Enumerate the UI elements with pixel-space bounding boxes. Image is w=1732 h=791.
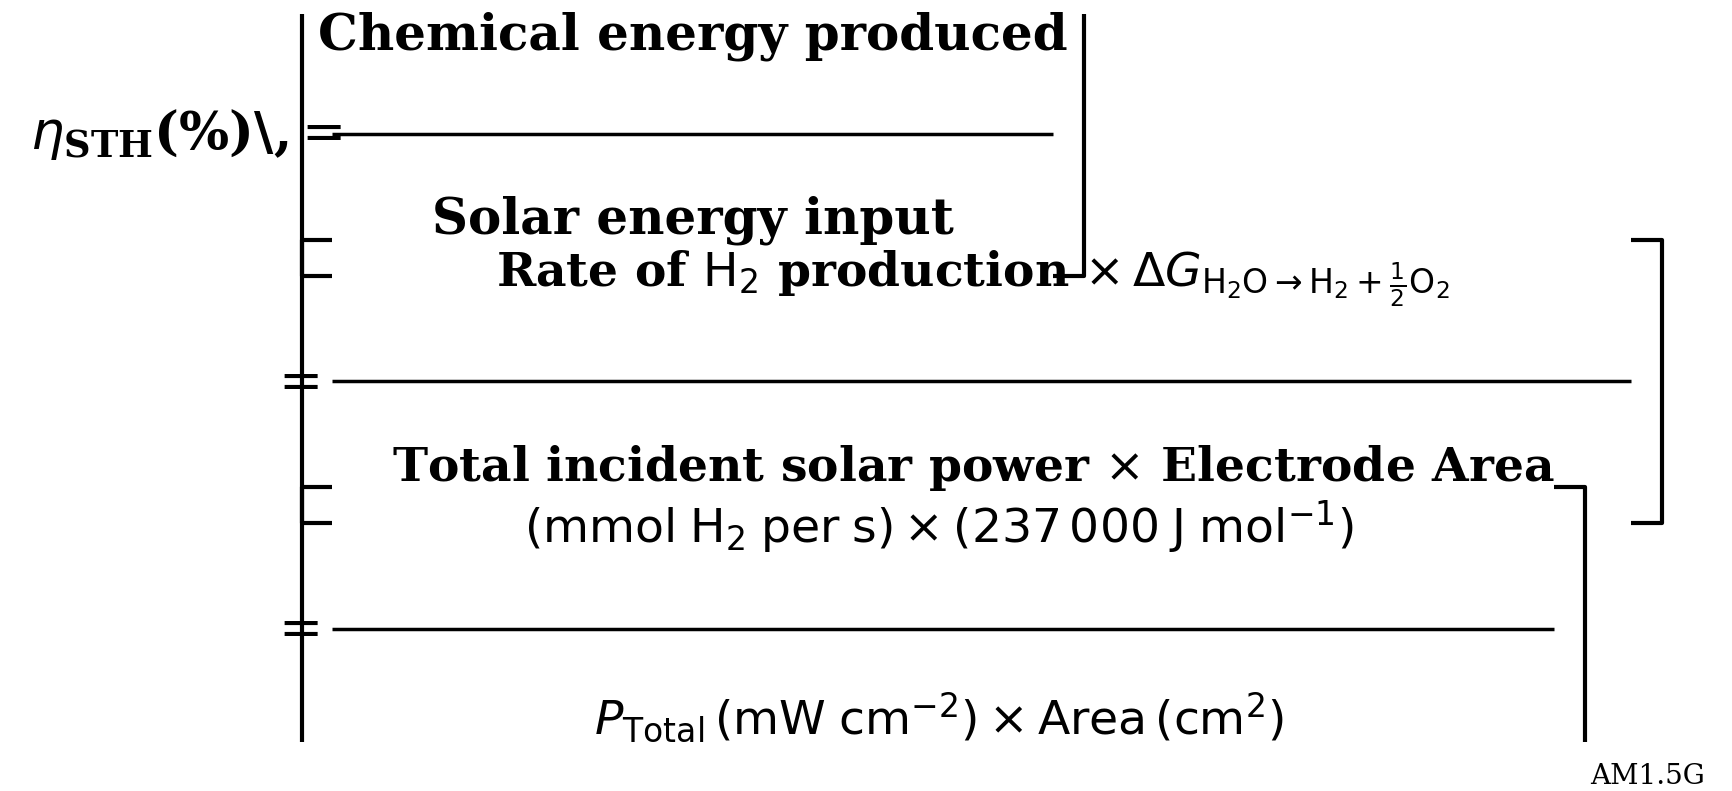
Text: $(\mathrm{mmol\;H_2\;per\;s})\times(237\,000\;\mathrm{J\;mol^{-1}})$: $(\mathrm{mmol\;H_2\;per\;s})\times(237\… bbox=[525, 498, 1353, 556]
Text: Solar energy input: Solar energy input bbox=[431, 196, 953, 245]
Text: Chemical energy produced: Chemical energy produced bbox=[317, 12, 1067, 62]
Text: $=$: $=$ bbox=[267, 604, 319, 654]
Text: AM1.5G: AM1.5G bbox=[1590, 763, 1704, 790]
Text: $P_{\mathrm{Total}}\,(\mathrm{mW\;cm^{-2}})\times\mathrm{Area}\,(\mathrm{cm^{2}}: $P_{\mathrm{Total}}\,(\mathrm{mW\;cm^{-2… bbox=[594, 691, 1283, 744]
Text: Total incident solar power $\times$ Electrode Area: Total incident solar power $\times$ Elec… bbox=[391, 443, 1554, 494]
Text: $\eta_{\mathregular{STH}}$(%)\,$=$: $\eta_{\mathregular{STH}}$(%)\,$=$ bbox=[29, 107, 341, 161]
Text: Rate of $\mathrm{H_2}$ production $\times\,\Delta G_{\mathrm{H_2O\rightarrow H_2: Rate of $\mathrm{H_2}$ production $\time… bbox=[495, 248, 1450, 308]
Text: $=$: $=$ bbox=[267, 356, 319, 407]
